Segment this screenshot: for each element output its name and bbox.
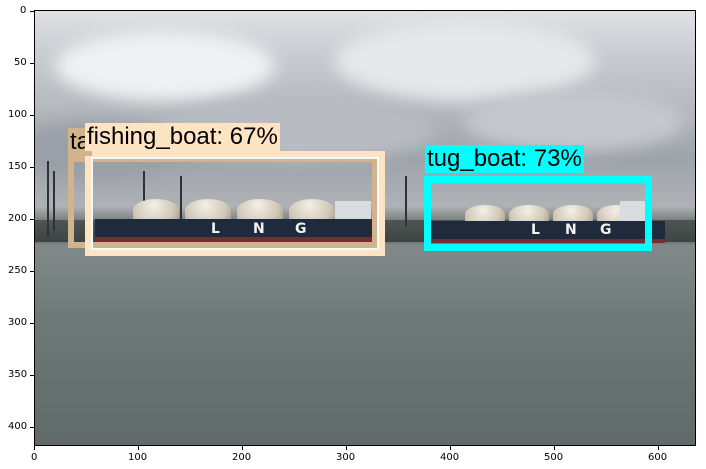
x-tick-mark — [34, 446, 35, 450]
x-tick-label: 300 — [336, 452, 356, 463]
crane — [405, 176, 407, 226]
y-tick-label: 50 — [14, 57, 27, 68]
ship-hull — [95, 219, 385, 241]
y-tick-mark — [30, 219, 34, 220]
y-tick-label: 100 — [8, 109, 28, 120]
y-tick-label: 200 — [8, 213, 28, 224]
y-tick-mark — [30, 167, 34, 168]
x-tick-mark — [242, 446, 243, 450]
ship-letter: G — [295, 221, 307, 237]
detection-box-fishing-boat-inner — [91, 157, 379, 250]
lng-tank — [133, 199, 179, 221]
ship-letter: N — [253, 221, 265, 237]
deckhouse — [335, 201, 371, 221]
crane — [180, 176, 182, 231]
y-tick-mark — [30, 115, 34, 116]
ship-hull-waterline — [95, 237, 385, 243]
detection-box-tanker — [68, 156, 378, 248]
cloud — [465, 91, 685, 151]
y-tick-label: 250 — [8, 265, 28, 276]
x-tick-label: 400 — [440, 452, 460, 463]
detection-label-fishing-boat: fishing_boat: 67% — [85, 123, 280, 151]
lng-tank — [465, 205, 505, 223]
x-tick-mark — [554, 446, 555, 450]
x-tick-label: 0 — [31, 452, 38, 463]
y-tick-mark — [30, 11, 34, 12]
ship-letter: G — [600, 222, 612, 238]
crane — [47, 161, 49, 236]
y-tick-label: 150 — [8, 161, 28, 172]
deckhouse — [620, 201, 648, 223]
lng-tank — [509, 205, 549, 223]
ship-letter: L — [211, 221, 220, 237]
image-plot-area: L N G L N G ta fishing_boat: 67% tug_boa… — [34, 10, 696, 446]
lng-tank — [553, 205, 593, 223]
ship-hull — [430, 221, 665, 241]
y-tick-mark — [30, 271, 34, 272]
cloud — [55, 31, 275, 101]
y-tick-mark — [30, 375, 34, 376]
y-tick-label: 0 — [20, 5, 27, 16]
x-tick-mark — [138, 446, 139, 450]
detection-label-tug-boat: tug_boat: 73% — [425, 145, 584, 173]
y-tick-label: 400 — [8, 421, 28, 432]
ship-letter: N — [565, 222, 577, 238]
lng-tank — [289, 199, 335, 221]
x-tick-label: 600 — [648, 452, 668, 463]
y-tick-mark — [30, 323, 34, 324]
x-tick-mark — [658, 446, 659, 450]
x-tick-mark — [450, 446, 451, 450]
lng-tank — [237, 199, 283, 221]
y-tick-label: 300 — [8, 317, 28, 328]
y-tick-label: 350 — [8, 369, 28, 380]
y-tick-mark — [30, 427, 34, 428]
crane — [53, 171, 55, 231]
detection-box-fishing-boat — [85, 151, 385, 256]
y-tick-mark — [30, 63, 34, 64]
cloud — [335, 21, 595, 101]
ship-hull-waterline — [430, 239, 665, 243]
detection-box-tug-boat — [424, 176, 652, 251]
x-tick-label: 500 — [544, 452, 564, 463]
x-tick-mark — [346, 446, 347, 450]
x-tick-label: 200 — [232, 452, 252, 463]
lng-tank — [185, 199, 231, 221]
ship-letter: L — [531, 222, 540, 238]
x-tick-label: 100 — [128, 452, 148, 463]
